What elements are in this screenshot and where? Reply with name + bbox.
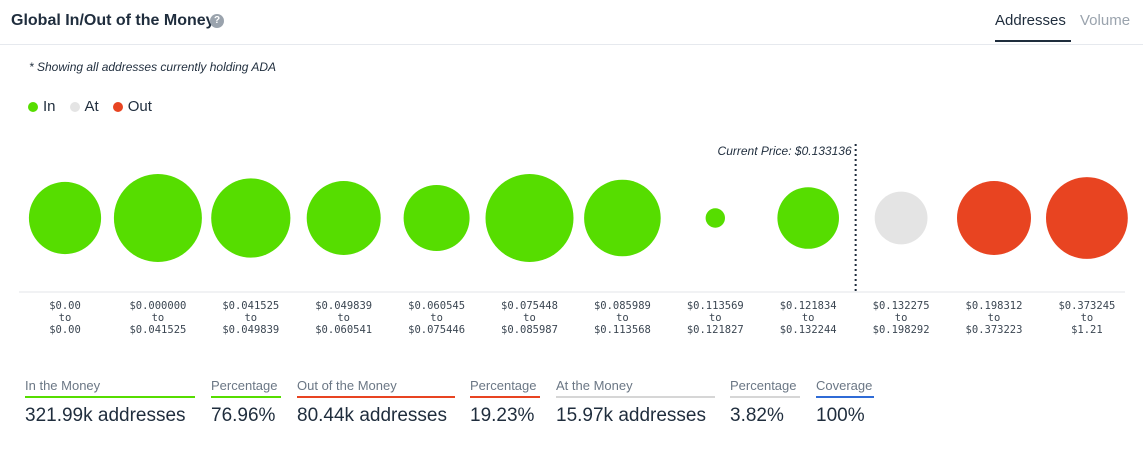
stat-underline [470, 396, 540, 398]
stat-label: Percentage [730, 378, 797, 393]
legend-label-out: Out [127, 98, 152, 115]
tick-label-from: $0.113569 [687, 300, 744, 312]
bubble-in[interactable] [211, 178, 291, 258]
stat-label: In the Money [25, 378, 101, 393]
page-title: Global In/Out of the Money [11, 12, 215, 29]
tick-label-to-word: to [244, 312, 257, 324]
stat-label: Percentage [211, 378, 278, 393]
tick-label-to: $0.00 [49, 324, 81, 336]
tick-label-from: $0.075448 [501, 300, 558, 312]
tick-label-to: $0.132244 [780, 324, 837, 336]
tick-label-to: $0.113568 [594, 324, 651, 336]
bubble-in[interactable] [28, 181, 102, 255]
tick-label-to: $0.049839 [222, 324, 279, 336]
tab-volume[interactable]: Volume [1080, 12, 1131, 29]
legend-dot-at-icon [69, 101, 80, 112]
tick-label-to-word: to [709, 312, 722, 324]
active-tab-indicator [995, 40, 1071, 42]
stat-value: 76.96% [211, 405, 276, 426]
stat-value: 19.23% [470, 405, 535, 426]
tick-label-to: $0.085987 [501, 324, 558, 336]
bubble-in[interactable] [705, 208, 725, 228]
legend-item-in[interactable]: In [28, 98, 56, 115]
tick-label-from: $0.132275 [873, 300, 930, 312]
stat-label: At the Money [556, 378, 633, 393]
tick-label-to-word: to [802, 312, 815, 324]
tick-label-to-word: to [523, 312, 536, 324]
tick-label-to-word: to [895, 312, 908, 324]
tick-label-from: $0.041525 [222, 300, 279, 312]
tick-label-to: $0.121827 [687, 324, 744, 336]
stat-underline [730, 396, 800, 398]
legend-dot-in-icon [28, 101, 38, 112]
stat-at-the-money: At the Money 15.97k addresses [556, 378, 715, 427]
stat-in-percentage: Percentage 76.96% [211, 378, 281, 427]
bubble-out[interactable] [957, 181, 1031, 255]
bubble-in[interactable] [485, 174, 574, 262]
tick-label-from: $0.373245 [1058, 300, 1115, 312]
tick-label-to-word: to [152, 312, 165, 324]
tick-label-from: $0.060545 [408, 300, 465, 312]
tick-label-to-word: to [616, 312, 629, 324]
tick-label-to-word: to [59, 312, 72, 324]
stat-value: 15.97k addresses [556, 405, 706, 426]
stat-value: 3.82% [730, 405, 784, 426]
stat-at-percentage: Percentage 3.82% [730, 378, 800, 427]
legend-label-in: In [43, 98, 56, 115]
tick-label-to: $0.060541 [315, 324, 372, 336]
tick-label-to: $1.21 [1071, 324, 1103, 336]
legend-label-at: At [84, 98, 99, 115]
card-header: Global In/Out of the Money ? Addresses V… [0, 0, 1143, 45]
tick-label-to-word: to [988, 312, 1001, 324]
bubble-in[interactable] [113, 174, 202, 262]
stat-out-of-the-money: Out of the Money 80.44k addresses [297, 378, 455, 427]
stat-coverage: Coverage 100% [816, 378, 874, 427]
stat-underline [297, 396, 455, 398]
current-price-label: Current Price: $0.133136 [718, 144, 852, 158]
bubble-in[interactable] [306, 181, 381, 255]
stat-value: 80.44k addresses [297, 405, 447, 426]
stat-value: 100% [816, 405, 865, 426]
tick-label-to-word: to [430, 312, 443, 324]
tick-label-to: $0.075446 [408, 324, 465, 336]
tick-label-to-word: to [1081, 312, 1094, 324]
bubble-in[interactable] [403, 185, 470, 251]
tick-label-from: $0.198312 [966, 300, 1023, 312]
stat-label: Coverage [816, 378, 873, 393]
tick-label-to-word: to [337, 312, 350, 324]
holding-note: * Showing all addresses currently holdin… [29, 60, 277, 74]
tick-label-from: $0.049839 [315, 300, 372, 312]
stat-underline [556, 396, 715, 398]
stat-underline [211, 396, 281, 398]
bubble-chart: $0.00to$0.00$0.000000to$0.041525$0.04152… [19, 144, 1128, 336]
tick-label-to: $0.198292 [873, 324, 930, 336]
stat-label: Percentage [470, 378, 537, 393]
legend-item-at[interactable]: At [69, 98, 99, 115]
tick-label-from: $0.085989 [594, 300, 651, 312]
stat-label: Out of the Money [297, 378, 397, 393]
stat-underline [25, 396, 195, 398]
stat-out-percentage: Percentage 19.23% [470, 378, 540, 427]
legend-dot-out-icon [112, 101, 123, 112]
tick-label-from: $0.121834 [780, 300, 837, 312]
tab-addresses[interactable]: Addresses [995, 12, 1066, 29]
stat-underline [816, 396, 874, 398]
tick-label-to: $0.373223 [966, 324, 1023, 336]
bubble-in[interactable] [584, 179, 661, 257]
tick-label-from: $0.000000 [129, 300, 186, 312]
bubble-in[interactable] [777, 187, 839, 249]
bubble-at[interactable] [874, 191, 928, 245]
chart-legend: In At Out [28, 98, 152, 115]
tick-label-from: $0.00 [49, 300, 81, 312]
stat-in-the-money: In the Money 321.99k addresses [25, 378, 195, 427]
bubble-out[interactable] [1046, 177, 1128, 259]
stat-value: 321.99k addresses [25, 405, 186, 426]
tick-label-to: $0.041525 [129, 324, 186, 336]
question-circle-icon[interactable]: ? [210, 14, 224, 28]
legend-item-out[interactable]: Out [112, 98, 152, 115]
